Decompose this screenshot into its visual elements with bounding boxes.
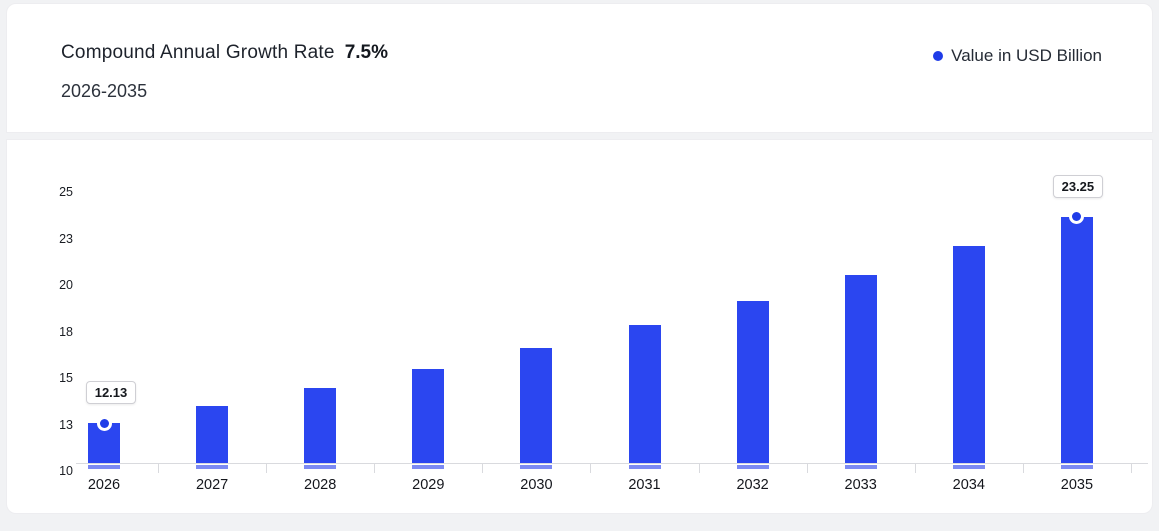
bar-base-strip <box>628 465 661 469</box>
x-axis-category-label: 2031 <box>628 477 661 493</box>
y-axis-tick-label: 13 <box>59 417 73 432</box>
bar-base-strip <box>844 465 877 469</box>
bar-2027[interactable] <box>196 406 229 463</box>
x-axis-tick <box>1022 464 1024 473</box>
x-axis-line <box>76 463 1148 464</box>
bar-base-strip <box>304 465 337 469</box>
bar-2029[interactable] <box>412 368 445 463</box>
x-axis-category-label: 2033 <box>844 477 877 493</box>
x-axis-category-label: 2034 <box>952 477 985 493</box>
value-tooltip: 12.13 <box>86 381 136 405</box>
x-axis-tick <box>806 464 808 473</box>
cagr-value: 7.5% <box>344 42 388 63</box>
y-axis-tick-label: 25 <box>59 185 73 199</box>
data-point-marker-dot <box>1072 212 1082 222</box>
chart-title-text: Compound Annual Growth Rate <box>61 42 335 63</box>
x-axis-tick <box>1130 464 1132 473</box>
bar-base-strip <box>952 465 985 469</box>
data-point-marker-dot <box>99 418 109 428</box>
y-axis-tick-label: 10 <box>59 464 73 478</box>
bar-2031[interactable] <box>628 324 661 463</box>
y-axis-tick-label: 23 <box>59 231 73 246</box>
bar-base-strip <box>736 465 769 469</box>
chart-title: Compound Annual Growth Rate 7.5% <box>61 42 388 64</box>
bar-base-strip <box>412 465 445 469</box>
bar-2028[interactable] <box>304 388 337 463</box>
legend-item[interactable]: Value in USD Billion <box>933 46 1102 66</box>
bar-2035[interactable] <box>1060 216 1093 463</box>
header-card: Compound Annual Growth Rate 7.5% 2026-203… <box>6 3 1153 133</box>
x-axis-category-label: 2026 <box>87 477 121 493</box>
x-axis-tick <box>590 464 592 473</box>
bar-2030[interactable] <box>520 347 553 463</box>
bar-base-strip <box>1060 465 1093 469</box>
bar-base-strip <box>88 465 120 469</box>
legend-dot-icon <box>933 51 944 61</box>
data-point-marker[interactable] <box>1069 209 1085 225</box>
bar-base-strip <box>520 465 553 469</box>
y-axis-tick-label: 20 <box>59 278 73 292</box>
x-axis-tick <box>698 464 700 473</box>
y-axis-tick-label: 15 <box>59 371 73 385</box>
x-axis-category-label: 2029 <box>412 477 445 493</box>
legend-label: Value in USD Billion <box>951 46 1102 65</box>
bar-2032[interactable] <box>736 300 769 463</box>
chart-plot-area: 10 13 15 18 20 23 25 2026 2027 2028 2029 2030 2031 20… <box>6 139 1153 514</box>
x-axis-category-label: 2030 <box>520 477 553 493</box>
y-axis-tick-label: 18 <box>59 324 73 339</box>
x-axis-category-label: 2035 <box>1060 477 1094 493</box>
x-axis-tick <box>266 464 268 473</box>
data-point-marker[interactable] <box>96 415 112 431</box>
chart-subtitle: 2026-2035 <box>61 81 148 101</box>
x-axis-tick <box>374 464 376 473</box>
bar-base-strip <box>196 465 229 469</box>
value-tooltip: 23.25 <box>1052 174 1103 198</box>
x-axis-tick <box>914 464 916 473</box>
x-axis-category-label: 2032 <box>736 477 769 493</box>
x-axis-category-label: 2028 <box>304 477 337 493</box>
x-axis-category-label: 2027 <box>195 477 229 493</box>
bar-2034[interactable] <box>952 246 985 463</box>
x-axis-tick <box>158 464 160 473</box>
bar-2033[interactable] <box>844 274 877 463</box>
x-axis-tick <box>482 464 484 473</box>
